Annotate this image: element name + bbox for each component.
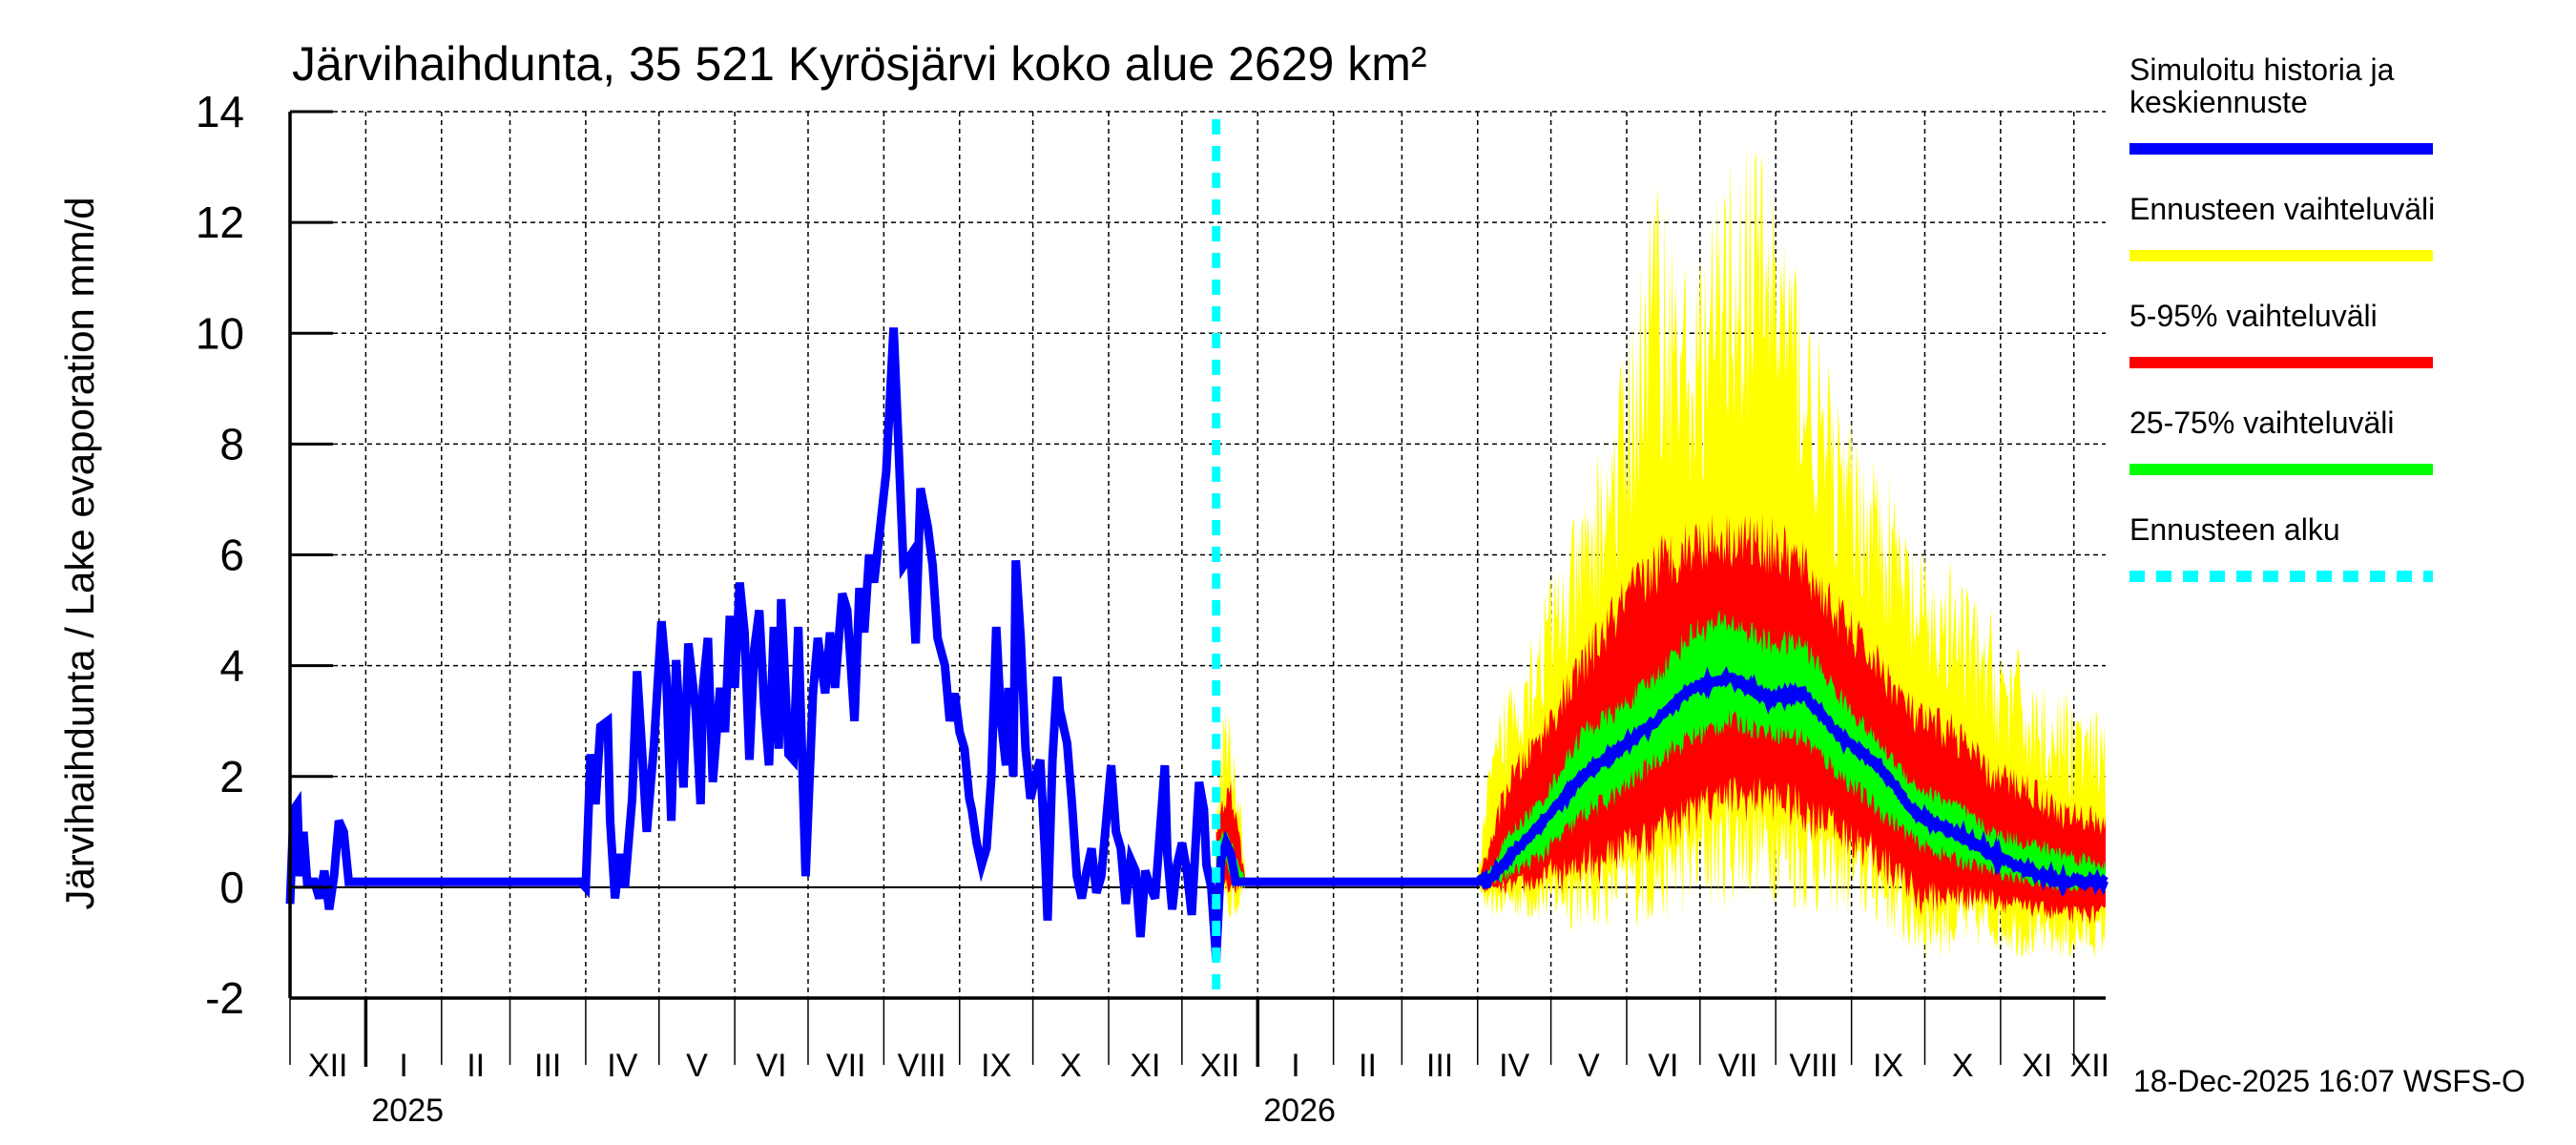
y-tick-label: 6 (219, 531, 244, 580)
y-tick-label: 14 (196, 87, 244, 136)
y-axis-label: Järvihaihdunta / Lake evaporation mm/d (57, 197, 102, 909)
month-label: V (1578, 1048, 1600, 1084)
axes (288, 110, 2106, 1067)
series-line-history-median (285, 327, 2109, 960)
month-label: X (1952, 1048, 1974, 1084)
month-label: VIII (1789, 1048, 1838, 1084)
y-tick-label: 12 (196, 198, 244, 247)
legend-label: Simuloitu historia ja (2129, 52, 2395, 87)
month-label: II (467, 1048, 485, 1084)
legend-label: Ennusteen vaihteluväli (2129, 192, 2435, 226)
band-25-75 (1215, 610, 2106, 892)
legend-label: 25-75% vaihteluväli (2129, 406, 2395, 440)
month-label: XI (1130, 1048, 1160, 1084)
month-label: I (1291, 1048, 1299, 1084)
month-label: VIII (898, 1048, 946, 1084)
y-tick-label: -2 (205, 973, 244, 1023)
month-label: XII (1200, 1048, 1240, 1084)
legend-label: keskiennuste (2129, 85, 2308, 119)
month-label: VII (1718, 1048, 1758, 1084)
y-tick-labels: -2 0 2 4 6 8 10 12 14 (196, 87, 244, 1023)
month-label: I (399, 1048, 407, 1084)
month-label: XII (2070, 1048, 2110, 1084)
month-label: V (686, 1048, 708, 1084)
series-lines (285, 119, 2109, 998)
month-label: VII (826, 1048, 866, 1084)
legend-label: 5-95% vaihteluväli (2129, 299, 2378, 333)
month-label: IX (1873, 1048, 1903, 1084)
footer-timestamp: 18-Dec-2025 16:07 WSFS-O (2133, 1064, 2525, 1098)
month-label: II (1359, 1048, 1377, 1084)
legend-label: Ennusteen alku (2129, 512, 2340, 547)
month-label: XII (308, 1048, 348, 1084)
y-tick-label: 10 (196, 308, 244, 358)
y-tick-label: 8 (219, 419, 244, 468)
month-label: IX (981, 1048, 1011, 1084)
y-tick-label: 0 (219, 863, 244, 912)
month-label: IV (1499, 1048, 1529, 1084)
month-label: VI (757, 1048, 787, 1084)
chart-title: Järvihaihdunta, 35 521 Kyrösjärvi koko a… (292, 37, 1427, 91)
month-label: III (534, 1048, 561, 1084)
year-label: 2025 (371, 1093, 444, 1129)
year-label: 2026 (1263, 1093, 1336, 1129)
x-tick-labels: XII I II III IV V VI VII VIII IX X XI XII I II III IV V VI… (308, 1048, 2109, 1129)
month-label: IV (607, 1048, 637, 1084)
month-label: VI (1648, 1048, 1678, 1084)
y-tick-label: 2 (219, 752, 244, 802)
y-tick-label: 4 (219, 641, 244, 691)
month-label: XI (2022, 1048, 2052, 1084)
month-label: III (1426, 1048, 1453, 1084)
month-label: X (1060, 1048, 1082, 1084)
